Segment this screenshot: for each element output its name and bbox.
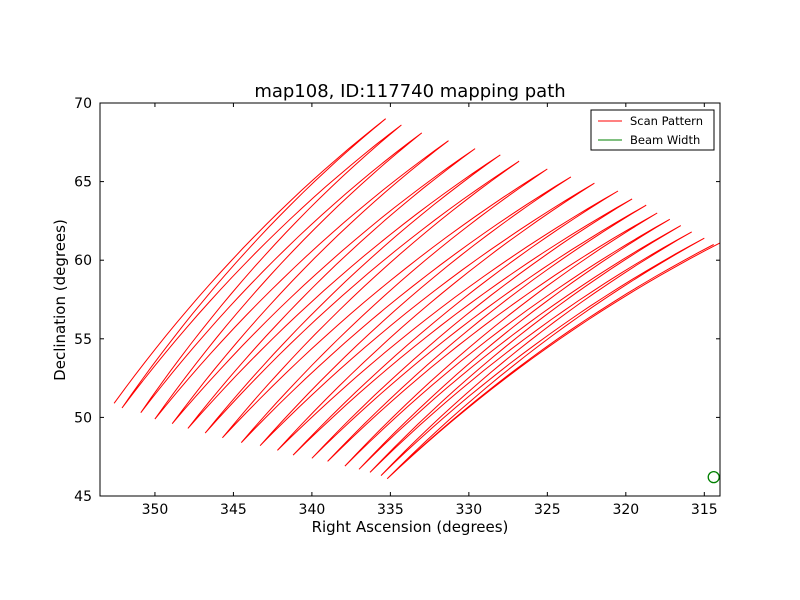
x-tick-label: 315	[691, 502, 718, 518]
y-tick-label: 60	[74, 253, 92, 269]
x-axis-label: Right Ascension (degrees)	[312, 518, 509, 536]
y-axis-label: Declination (degrees)	[51, 219, 69, 381]
y-tick-label: 70	[74, 96, 92, 112]
axis-ticks: 350 345 340 335 330 325 320 315 45 50 55 60 65 70	[74, 96, 720, 518]
x-tick-label: 320	[612, 502, 639, 518]
legend-scan-pattern-label: Scan Pattern	[630, 114, 703, 128]
legend-box	[590, 109, 715, 151]
x-tick-label: 350	[142, 502, 169, 518]
chart-title: map108, ID:117740 mapping path	[254, 81, 565, 102]
legend: Scan Pattern Beam Width	[590, 109, 715, 151]
x-tick-label: 340	[299, 502, 326, 518]
x-tick-label: 325	[534, 502, 561, 518]
scan-pattern-line	[113, 118, 720, 480]
y-tick-label: 50	[74, 410, 92, 426]
y-tick-label: 65	[74, 175, 92, 191]
y-tick-label: 55	[74, 332, 92, 348]
legend-beam-width-label: Beam Width	[630, 133, 700, 147]
plot-frame	[99, 102, 721, 497]
beam-width-marker	[707, 470, 720, 484]
x-tick-label: 330	[455, 502, 482, 518]
x-tick-label: 335	[377, 502, 404, 518]
y-tick-label: 45	[74, 489, 92, 505]
plot-data-layer	[113, 118, 720, 484]
x-tick-label: 345	[220, 502, 247, 518]
